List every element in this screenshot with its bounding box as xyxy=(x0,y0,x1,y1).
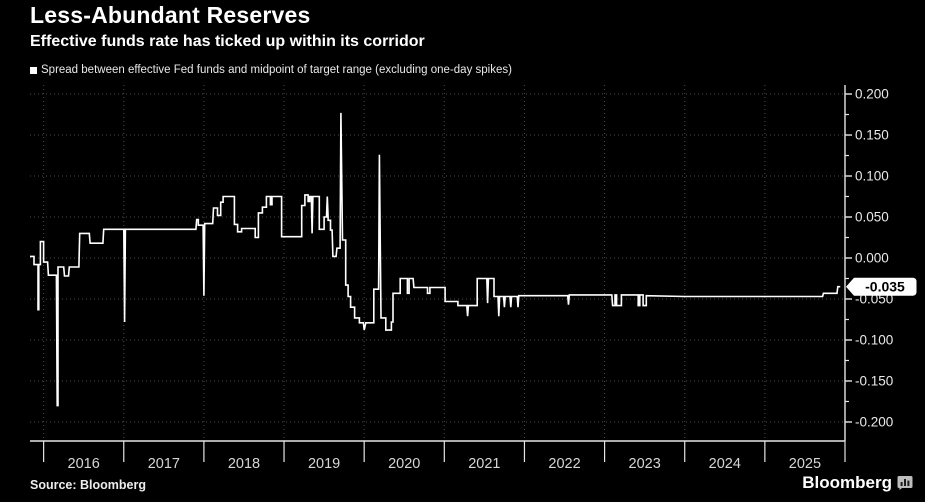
callout-value-label: -0.035 xyxy=(865,279,905,295)
y-tick-label: -0.100 xyxy=(855,332,893,347)
last-value-callout xyxy=(846,277,917,296)
x-tick-label: 2025 xyxy=(789,456,821,472)
x-tick-label: 2018 xyxy=(228,456,260,472)
series-line xyxy=(30,112,841,407)
legend: Spread between effective Fed funds and m… xyxy=(30,64,512,76)
y-tick-label: 0.100 xyxy=(855,169,889,184)
x-tick-label: 2019 xyxy=(308,456,340,472)
x-tick-label: 2021 xyxy=(468,456,500,472)
y-tick-label: 0.050 xyxy=(855,210,889,225)
x-tick-label: 2022 xyxy=(548,456,580,472)
chart-subtitle: Effective funds rate has ticked up withi… xyxy=(30,33,425,50)
y-tick-label: -0.150 xyxy=(855,373,893,388)
legend-swatch-icon xyxy=(30,66,37,74)
x-tick-label: 2024 xyxy=(709,456,741,472)
y-tick-label: -0.200 xyxy=(855,414,893,429)
x-tick-label: 2017 xyxy=(148,456,180,472)
x-tick-label: 2023 xyxy=(629,456,661,472)
y-tick-label: 0.200 xyxy=(855,87,889,102)
y-tick-label: 0.150 xyxy=(855,128,889,143)
legend-label: Spread between effective Fed funds and m… xyxy=(41,64,512,76)
x-tick-label: 2016 xyxy=(68,456,100,472)
bloomberg-logo-text: Bloomberg xyxy=(802,473,892,492)
chart-title: Less-Abundant Reserves xyxy=(30,2,311,28)
y-tick-label: 0.000 xyxy=(855,250,889,265)
bloomberg-logo: Bloomberg xyxy=(802,473,913,493)
source-note: Source: Bloomberg xyxy=(30,478,146,492)
bloomberg-terminal-icon xyxy=(897,476,913,490)
x-tick-label: 2020 xyxy=(388,456,420,472)
